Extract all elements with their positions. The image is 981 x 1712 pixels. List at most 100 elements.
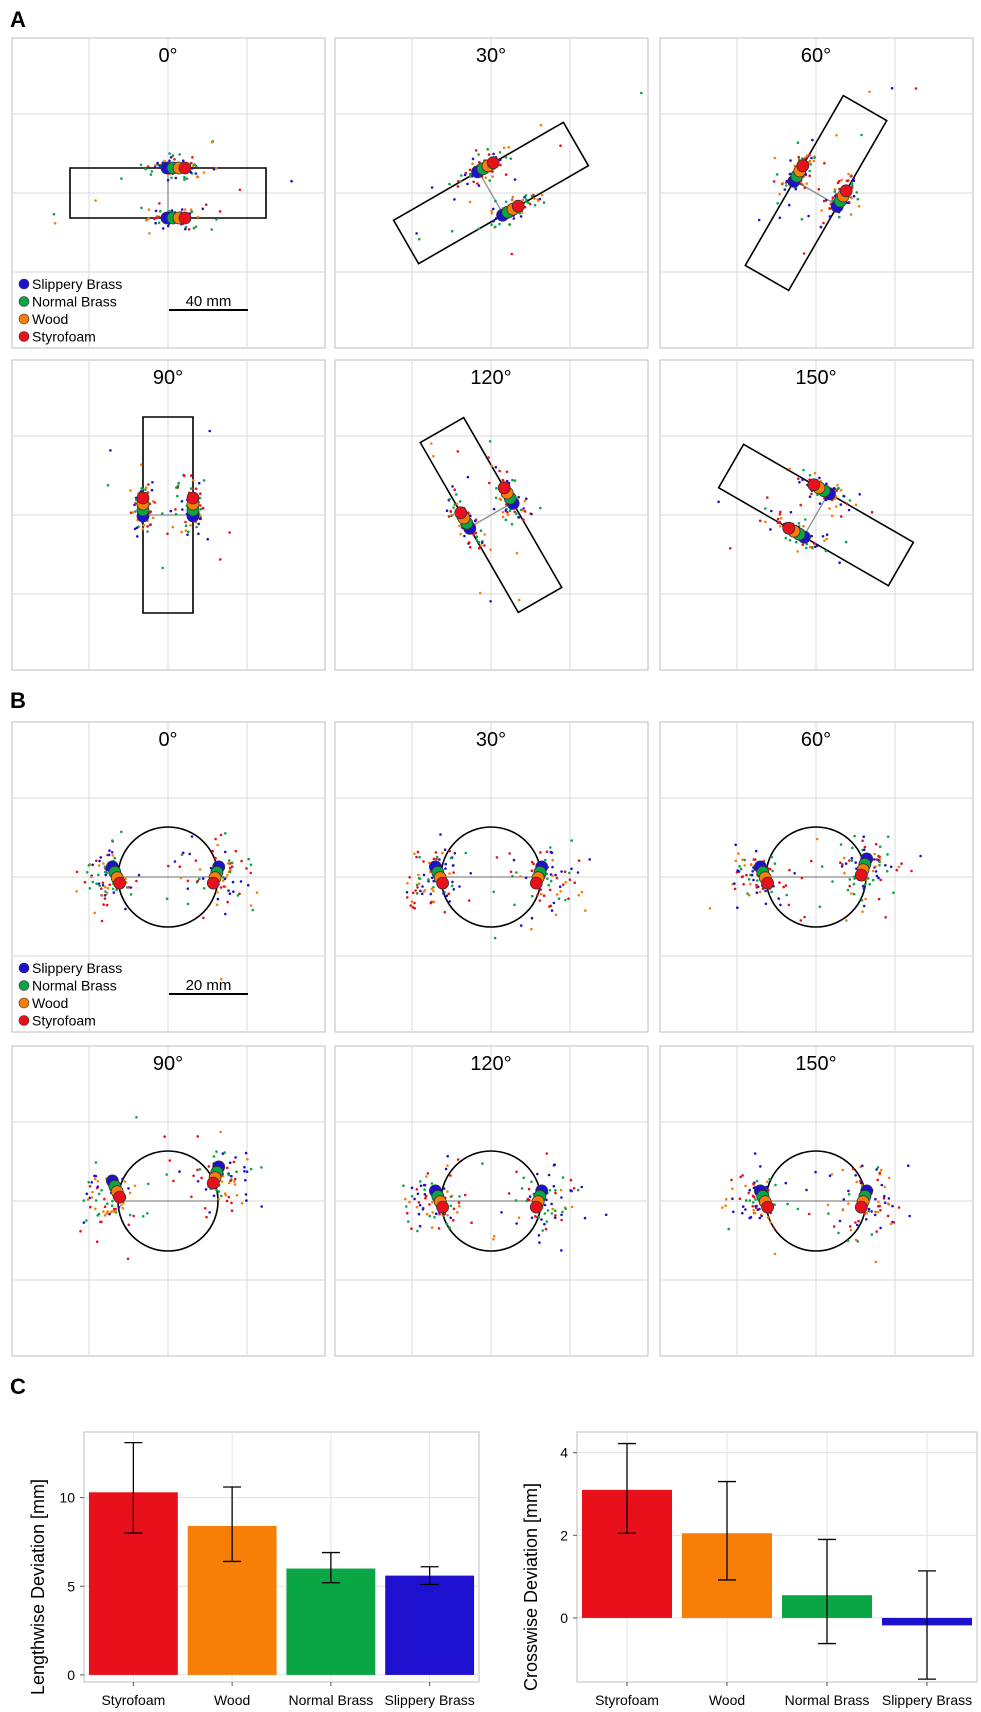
trial-point xyxy=(583,1216,587,1220)
trial-point xyxy=(775,173,779,176)
trial-point xyxy=(88,1196,92,1200)
trial-point xyxy=(808,545,812,549)
trial-point xyxy=(560,1218,563,1222)
trial-point xyxy=(508,852,511,855)
grip-axis xyxy=(802,493,830,537)
trial-point xyxy=(96,1214,99,1217)
trial-point xyxy=(559,890,562,893)
trial-point xyxy=(463,534,466,538)
trial-point xyxy=(879,878,882,882)
trial-point xyxy=(752,1201,755,1204)
trial-point xyxy=(784,1181,788,1185)
trial-point xyxy=(740,875,744,879)
trial-point xyxy=(786,1202,789,1206)
trial-point xyxy=(849,213,853,216)
trial-point xyxy=(854,1174,857,1177)
trial-point xyxy=(778,216,782,220)
trial-point xyxy=(553,1209,557,1212)
trial-point xyxy=(507,1192,511,1195)
trial-point xyxy=(426,1172,430,1175)
trial-point xyxy=(95,882,98,885)
trial-point xyxy=(246,883,250,887)
grip-axis xyxy=(469,501,513,529)
trial-point xyxy=(537,1234,541,1237)
trial-point xyxy=(203,1207,207,1210)
trial-point xyxy=(739,1175,742,1179)
trial-point xyxy=(536,893,539,897)
trial-point xyxy=(550,1202,553,1206)
y-axis-title: Lengthwise Deviation [mm] xyxy=(28,1479,48,1695)
trial-point xyxy=(890,86,894,90)
trial-point xyxy=(889,865,893,869)
trial-point xyxy=(458,524,461,527)
trial-point xyxy=(468,200,472,204)
trial-point xyxy=(215,903,219,907)
mean-marker xyxy=(854,1200,868,1214)
trial-point xyxy=(86,1198,90,1201)
trial-point xyxy=(737,852,740,855)
trial-point xyxy=(836,487,840,491)
trial-point xyxy=(789,510,793,514)
trial-point xyxy=(542,201,546,204)
trial-point xyxy=(94,1207,97,1211)
trial-point xyxy=(477,540,481,544)
trial-point xyxy=(406,1211,409,1215)
trial-point xyxy=(456,185,460,188)
trial-point xyxy=(802,468,805,472)
trial-point xyxy=(441,851,444,855)
trial-point xyxy=(445,509,449,512)
trial-point xyxy=(519,215,523,218)
panel-angle-title: 0° xyxy=(158,45,177,67)
trial-point xyxy=(858,493,861,496)
trial-point xyxy=(805,546,808,550)
trial-point xyxy=(179,876,183,880)
trial-point xyxy=(543,1212,547,1215)
trial-point xyxy=(504,518,508,522)
trial-point xyxy=(223,850,227,854)
trial-point xyxy=(96,1185,100,1188)
trial-point xyxy=(192,1174,195,1178)
trial-point xyxy=(499,498,503,502)
trial-point xyxy=(134,502,137,505)
trial-point xyxy=(500,1211,503,1214)
trial-point xyxy=(129,511,133,514)
trial-point xyxy=(584,909,587,912)
trial-point xyxy=(708,907,712,910)
trial-point xyxy=(102,1210,105,1213)
trial-point xyxy=(766,1216,770,1219)
trial-point xyxy=(887,1176,891,1180)
trial-point xyxy=(424,1196,427,1200)
trial-point xyxy=(102,862,105,865)
trial-point xyxy=(797,477,800,481)
trial-point xyxy=(466,475,470,479)
trial-point xyxy=(141,527,145,531)
trial-point xyxy=(417,882,421,885)
trial-point xyxy=(227,889,230,892)
object-rectangle xyxy=(419,416,563,614)
trial-point xyxy=(452,1207,456,1211)
trial-point xyxy=(201,506,205,510)
trial-point xyxy=(453,852,457,855)
trial-point xyxy=(884,864,887,867)
trial-point xyxy=(546,877,549,881)
trial-point xyxy=(818,905,822,909)
trial-point xyxy=(244,1193,248,1196)
trial-point xyxy=(166,178,170,182)
trial-point xyxy=(785,184,788,187)
trial-point xyxy=(147,1182,150,1186)
trial-point xyxy=(141,487,145,491)
trial-point xyxy=(82,1221,86,1224)
trial-point xyxy=(743,864,746,867)
trial-point xyxy=(802,252,806,255)
trial-point xyxy=(551,1207,554,1211)
trial-point xyxy=(486,147,490,151)
trial-point xyxy=(528,1195,532,1198)
trial-point xyxy=(850,181,854,185)
trial-point xyxy=(874,1197,877,1201)
trial-point xyxy=(879,1168,883,1172)
trial-point xyxy=(205,1215,208,1219)
trial-point xyxy=(102,903,105,906)
trial-point xyxy=(543,1222,546,1226)
trial-point xyxy=(759,1165,762,1168)
trial-point xyxy=(120,177,123,180)
